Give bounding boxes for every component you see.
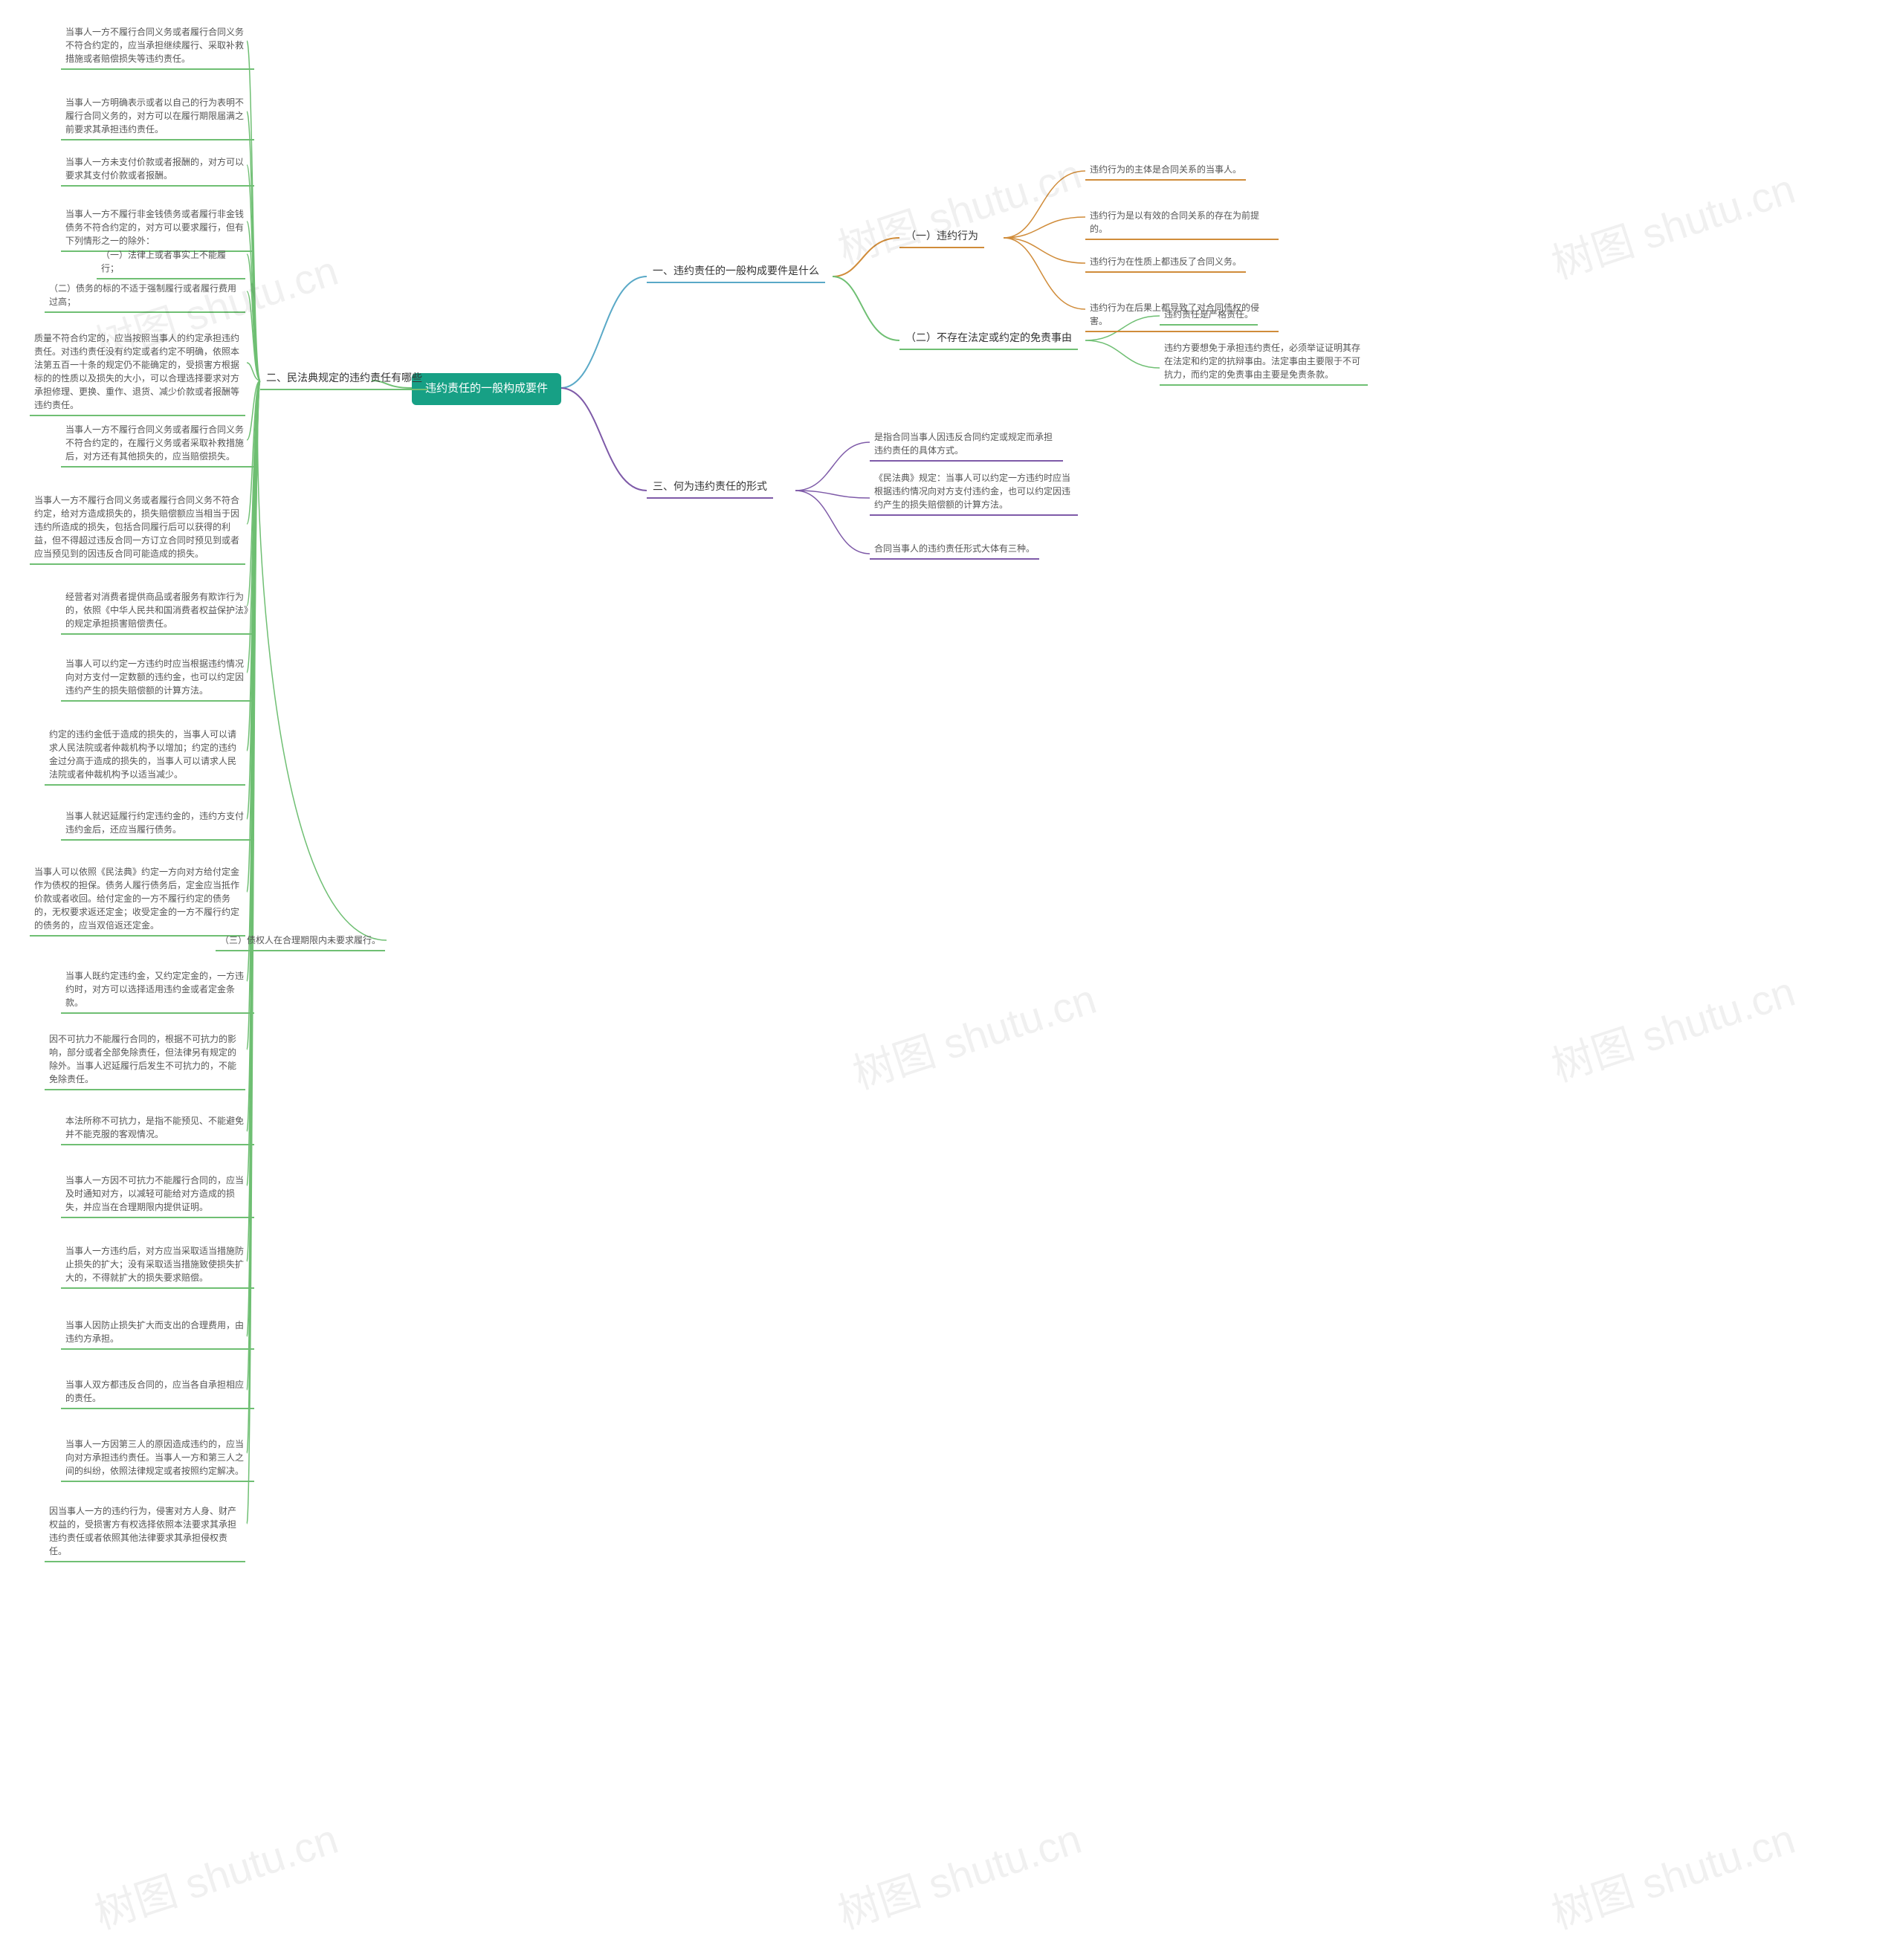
b2-leaf-11: 约定的违约金低于造成的损失的，当事人可以请求人民法院或者仲裁机构予以增加；约定的… [45, 725, 245, 786]
b2-leaf-5: （二）债务的标的不适于强制履行或者履行费用过高； [45, 279, 245, 313]
b2-leaf-12: 当事人就迟延履行约定违约金的，违约方支付违约金后，还应当履行债务。 [61, 806, 254, 841]
b2-leaf-8: 当事人一方不履行合同义务或者履行合同义务不符合约定，给对方造成损失的，损失赔偿额… [30, 491, 245, 565]
b3-leaf-1: 《民法典》规定：当事人可以约定一方违约时应当根据违约情况向对方支付违约金，也可以… [870, 468, 1078, 516]
b2-leaf-21: 当事人一方因第三人的原因造成违约的，应当向对方承担违约责任。当事人一方和第三人之… [61, 1435, 254, 1482]
b2-extra-leaf: （三）债权人在合理期限内未要求履行。 [216, 931, 385, 951]
b2-leaf-18: 当事人一方违约后，对方应当采取适当措施防止损失的扩大；没有采取适当措施致使损失扩… [61, 1241, 254, 1289]
watermark: 树图 shutu.cn [830, 141, 1088, 276]
b2-leaf-2: 当事人一方未支付价款或者报酬的，对方可以要求其支付价款或者报酬。 [61, 152, 254, 187]
b2-leaf-16: 本法所称不可抗力，是指不能预见、不能避免并不能克服的客观情况。 [61, 1111, 254, 1145]
b3-leaf-0: 是指合同当事人因违反合同约定或规定而承担违约责任的具体方式。 [870, 427, 1063, 462]
watermark: 树图 shutu.cn [86, 1806, 345, 1941]
branch-1[interactable]: 一、违约责任的一般构成要件是什么 [647, 260, 825, 283]
branch-1-sub-a[interactable]: （一）违约行为 [899, 225, 984, 248]
b2-leaf-9: 经营者对消费者提供商品或者服务有欺诈行为的，依照《中华人民共和国消费者权益保护法… [61, 587, 254, 635]
b2-leaf-13: 当事人可以依照《民法典》约定一方向对方给付定金作为债权的担保。债务人履行债务后，… [30, 862, 245, 937]
b1a-leaf-2: 违约行为在性质上都违反了合同义务。 [1085, 252, 1246, 273]
watermark: 树图 shutu.cn [1543, 959, 1802, 1094]
b1a-leaf-1: 违约行为是以有效的合同关系的存在为前提的。 [1085, 206, 1279, 240]
branch-2[interactable]: 二、民法典规定的违约责任有哪些 [260, 367, 428, 390]
b1b-leaf-1: 违约方要想免于承担违约责任，必须举证证明其存在法定和约定的抗辩事由。法定事由主要… [1160, 338, 1368, 386]
b2-leaf-19: 当事人因防止损失扩大而支出的合理费用，由违约方承担。 [61, 1316, 254, 1350]
watermark: 树图 shutu.cn [830, 1806, 1088, 1941]
watermark: 树图 shutu.cn [844, 966, 1103, 1102]
b2-leaf-14: 当事人既约定违约金，又约定定金的，一方违约时，对方可以选择适用违约金或者定金条款… [61, 966, 254, 1014]
watermark: 树图 shutu.cn [1543, 1806, 1802, 1941]
branch-3[interactable]: 三、何为违约责任的形式 [647, 476, 773, 499]
branch-1-sub-b[interactable]: （二）不存在法定或约定的免责事由 [899, 327, 1078, 350]
b2-leaf-1: 当事人一方明确表示或者以自己的行为表明不履行合同义务的，对方可以在履行期限届满之… [61, 93, 254, 140]
mindmap-canvas: 违约责任的一般构成要件 一、违约责任的一般构成要件是什么 （一）违约行为 违约行… [0, 0, 1903, 1960]
connectors-svg [0, 0, 1903, 1960]
b2-leaf-15: 因不可抗力不能履行合同的，根据不可抗力的影响，部分或者全部免除责任，但法律另有规… [45, 1029, 245, 1090]
b3-leaf-2: 合同当事人的违约责任形式大体有三种。 [870, 539, 1039, 560]
watermark: 树图 shutu.cn [1543, 156, 1802, 291]
b2-leaf-10: 当事人可以约定一方违约时应当根据违约情况向对方支付一定数额的违约金，也可以约定因… [61, 654, 254, 702]
b1b-leaf-0: 违约责任是严格责任。 [1160, 305, 1258, 326]
b2-leaf-7: 当事人一方不履行合同义务或者履行合同义务不符合约定的，在履行义务或者采取补救措施… [61, 420, 254, 468]
root-node[interactable]: 违约责任的一般构成要件 [412, 373, 561, 405]
b2-leaf-22: 因当事人一方的违约行为，侵害对方人身、财产权益的，受损害方有权选择依照本法要求其… [45, 1501, 245, 1562]
b2-leaf-4: （一）法律上或者事实上不能履行； [97, 245, 245, 279]
b2-leaf-20: 当事人双方都违反合同的，应当各自承担相应的责任。 [61, 1375, 254, 1409]
b2-leaf-6: 质量不符合约定的，应当按照当事人的约定承担违约责任。对违约责任没有约定或者约定不… [30, 329, 245, 416]
b1a-leaf-0: 违约行为的主体是合同关系的当事人。 [1085, 160, 1246, 181]
b2-leaf-0: 当事人一方不履行合同义务或者履行合同义务不符合约定的，应当承担继续履行、采取补救… [61, 22, 254, 70]
b2-leaf-17: 当事人一方因不可抗力不能履行合同的，应当及时通知对方，以减轻可能给对方造成的损失… [61, 1171, 254, 1218]
